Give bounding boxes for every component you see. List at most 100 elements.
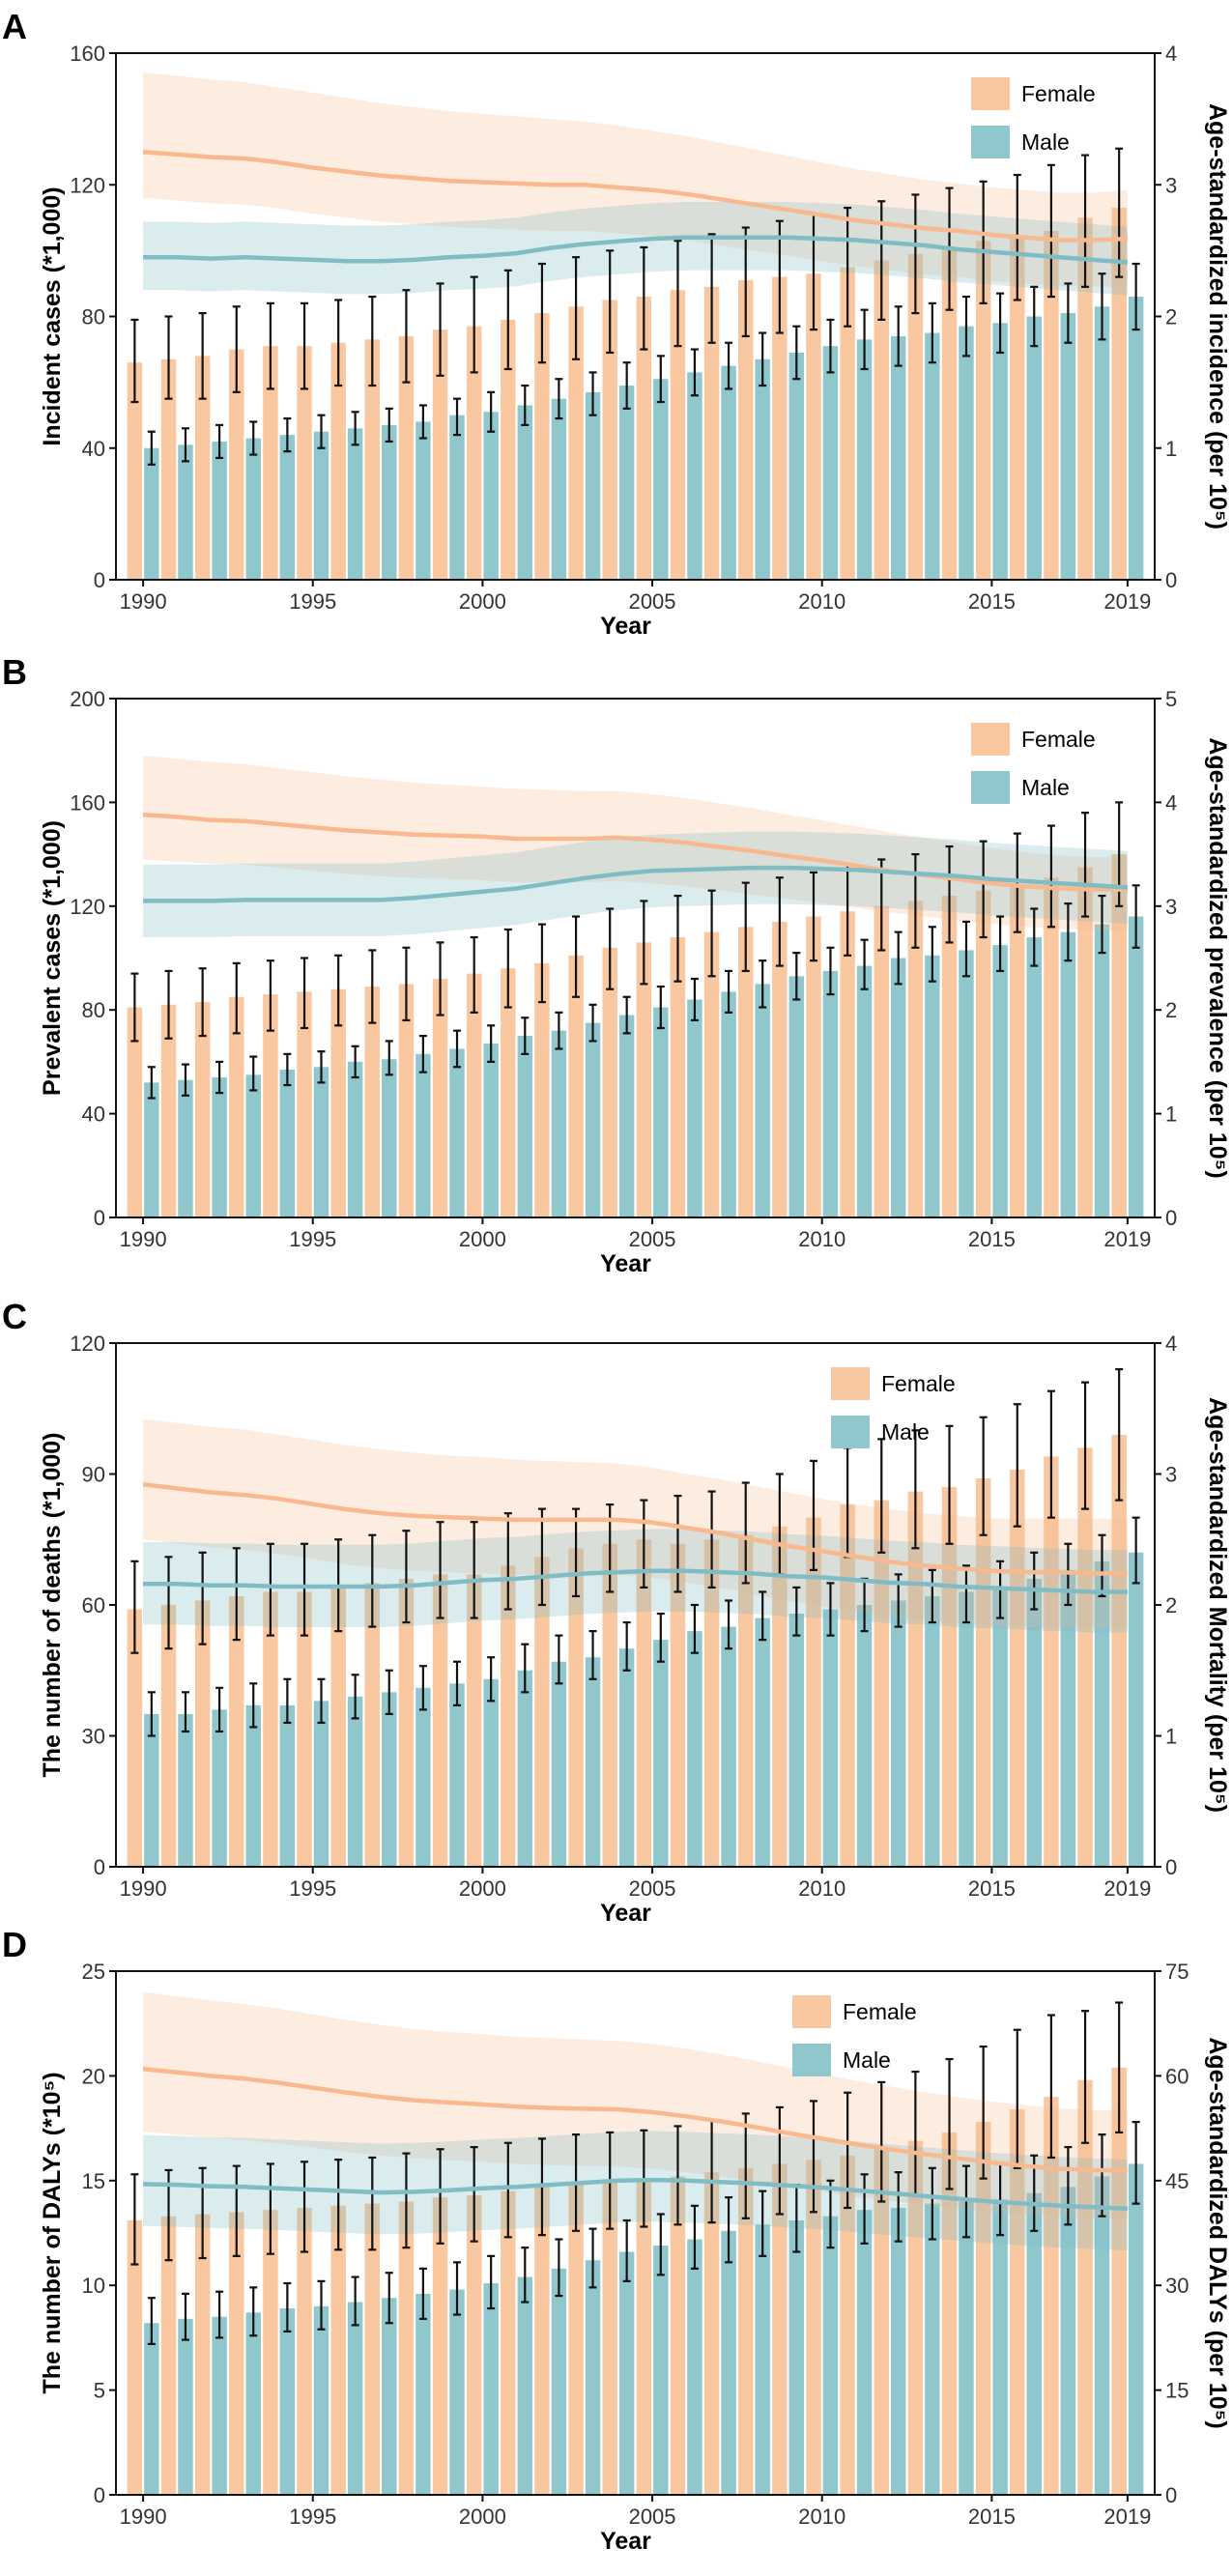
bar-male-2001: [517, 405, 532, 580]
errorbar-male-1995: [317, 1050, 326, 1084]
legend-label-female: Female: [843, 1999, 917, 2024]
legend-swatch-female: [971, 77, 1010, 110]
bar-female-2009: [772, 2163, 788, 2495]
bar-female-2015: [975, 1478, 991, 1867]
bar-female-1995: [297, 991, 312, 1217]
bar-female-2005: [636, 942, 652, 1217]
bar-female-2013: [907, 2140, 924, 2495]
legend-swatch-male: [792, 2044, 831, 2076]
bar-female-2003: [568, 306, 584, 580]
bar-male-2019: [1128, 916, 1144, 1217]
errorbar-female-2007: [707, 889, 716, 978]
bar-female-2001: [501, 2190, 516, 2495]
errorbar-male-2003: [588, 1003, 597, 1043]
legend-swatch-female: [792, 1995, 831, 2028]
errorbar-male-2016: [1030, 907, 1039, 967]
y-right-tick-label: 3: [1165, 1463, 1177, 1487]
plot-frame: [115, 1970, 1156, 2496]
bar-female-2019: [1111, 208, 1127, 580]
y-tick-label: 40: [82, 437, 105, 461]
errorbar-female-2006: [673, 894, 682, 983]
bar-female-1990: [127, 1609, 143, 1867]
bar-female-1996: [330, 1587, 346, 1867]
errorbar-male-2005: [656, 2213, 665, 2276]
x-tick-label: 2019: [1103, 2504, 1151, 2529]
bar-female-2004: [602, 300, 617, 580]
bar-male-2019: [1128, 1552, 1144, 1867]
bar-female-2010: [806, 273, 821, 580]
bar-female-2014: [941, 246, 958, 580]
x-tick-label: 2015: [968, 589, 1016, 614]
bar-female-1997: [364, 339, 381, 580]
errorbar-female-1998: [402, 946, 411, 1022]
errorbar-male-2014: [961, 920, 970, 978]
bar-male-2011: [856, 339, 873, 580]
errorbar-male-2000: [487, 2254, 496, 2310]
errorbar-male-2000: [487, 1656, 496, 1703]
bar-male-2010: [822, 970, 839, 1217]
errorbar-female-2014: [945, 1424, 954, 1545]
errorbar-female-2010: [809, 2100, 817, 2214]
bar-male-2018: [1094, 1560, 1110, 1867]
errorbar-female-2019: [1115, 1367, 1124, 1502]
x-tick-label: 1995: [289, 589, 336, 614]
bar-female-2002: [534, 2187, 550, 2495]
y-right-tick-label: 0: [1165, 568, 1177, 592]
bar-male-2018: [1094, 2176, 1110, 2495]
x-tick-label: 1990: [120, 1227, 167, 1251]
bar-female-1997: [364, 2203, 381, 2495]
y-axis-title: Prevalent cases (*1,000): [39, 820, 66, 1096]
male-rate-line: [143, 1568, 1128, 1594]
bar-male-1992: [212, 2316, 227, 2495]
bar-male-1995: [313, 431, 329, 580]
bar-female-2007: [703, 2172, 720, 2495]
bar-female-2002: [534, 313, 550, 580]
bar-female-2015: [975, 241, 991, 580]
bar-female-2003: [568, 1548, 584, 1867]
y-right-tick-label: 30: [1165, 2274, 1189, 2298]
errorbar-female-2015: [979, 840, 988, 939]
y-tick-label: 0: [94, 1855, 105, 1879]
errorbar-female-1992: [198, 1551, 207, 1646]
y-tick-label: 60: [82, 1593, 105, 1617]
y-right-tick-label: 4: [1165, 790, 1177, 815]
errorbar-male-1997: [385, 2272, 393, 2325]
bar-male-2014: [959, 1591, 974, 1867]
errorbar-male-1991: [181, 1691, 189, 1733]
plot-frame: [115, 698, 1156, 1218]
y-right-tick-label: 4: [1165, 42, 1177, 66]
y-right-axis-title: Age-standardized Mortality (per 10⁵): [1204, 1397, 1231, 1813]
male-rate-ribbon: [143, 202, 1128, 296]
y-tick-label: 25: [82, 1960, 105, 1984]
bar-male-2016: [1026, 1578, 1042, 1867]
legend-swatch-male: [971, 771, 1010, 804]
bar-female-2010: [806, 1517, 821, 1867]
bar-male-2012: [890, 958, 906, 1217]
bar-male-2003: [585, 391, 601, 580]
bar-female-2001: [501, 319, 516, 580]
bar-female-1992: [194, 1002, 211, 1217]
female-rate-line: [142, 1482, 1128, 1576]
errorbar-female-2015: [979, 1416, 988, 1536]
bar-male-1996: [347, 2302, 363, 2495]
errorbar-female-2016: [1013, 2028, 1021, 2169]
bar-female-1993: [229, 349, 244, 580]
male-rate-line: [143, 235, 1129, 265]
bar-female-2012: [874, 260, 889, 580]
bar-male-1990: [144, 2323, 159, 2495]
panel-letter: C: [2, 1297, 27, 1336]
bar-male-2018: [1094, 306, 1110, 580]
errorbar-female-1995: [301, 957, 309, 1030]
bar-female-1998: [398, 1578, 415, 1867]
errorbar-male-1999: [453, 397, 462, 437]
x-tick-label: 2019: [1103, 1227, 1151, 1251]
errorbar-male-2019: [1132, 262, 1140, 331]
errorbar-male-2007: [725, 969, 733, 1014]
errorbar-female-1992: [198, 2166, 207, 2260]
bar-male-1991: [178, 444, 193, 580]
legend-label-male: Male: [843, 2047, 891, 2073]
bar-female-2016: [1010, 885, 1025, 1217]
errorbar-female-2001: [503, 1512, 512, 1611]
bar-male-2011: [856, 2210, 873, 2495]
